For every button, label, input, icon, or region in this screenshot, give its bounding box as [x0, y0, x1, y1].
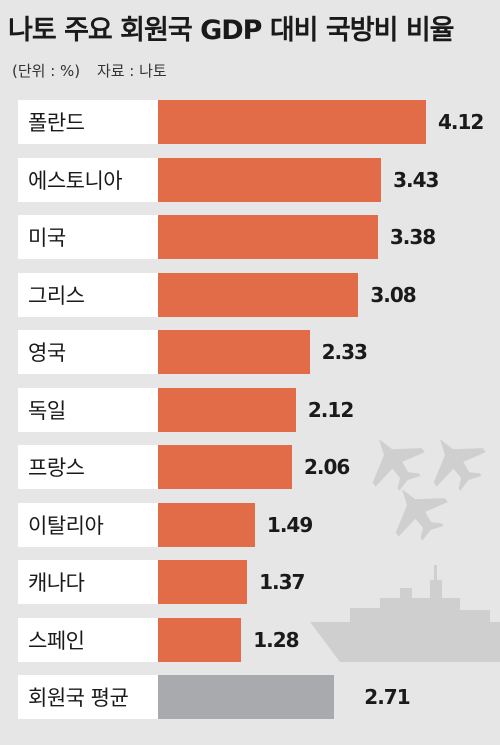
value-label: 3.43 — [393, 167, 439, 192]
unit-label: (단위 : %) — [12, 62, 81, 80]
data-bar — [158, 157, 382, 202]
country-row: 독일 2.12 — [0, 387, 500, 432]
category-label: 폴란드 — [18, 100, 158, 144]
average-row: 회원국 평균 2.71 — [0, 675, 500, 719]
value-label: 3.38 — [389, 225, 436, 249]
category-label: 스페인 — [18, 617, 158, 662]
data-bar — [158, 502, 255, 547]
source-label: 자료 : 나토 — [96, 62, 167, 80]
category-label: 그리스 — [18, 272, 158, 317]
fighter-jet-icon — [372, 439, 425, 491]
country-row: 에스토니아 3.43 — [0, 157, 500, 202]
data-bar — [158, 560, 248, 604]
data-bar — [158, 387, 296, 432]
value-label: 2.71 — [364, 685, 410, 709]
data-bar — [158, 330, 310, 374]
category-label: 회원국 평균 — [18, 675, 158, 719]
country-row: 미국 3.38 — [0, 215, 500, 259]
value-label: 1.37 — [259, 570, 305, 594]
country-row: 이탈리아 1.49 — [0, 502, 500, 547]
value-label: 2.33 — [321, 340, 368, 364]
country-row: 그리스 3.08 — [0, 272, 500, 317]
chart-subtitle: (단위 : %) 자료 : 나토 — [12, 60, 179, 81]
country-row: 프랑스 2.06 — [0, 445, 500, 489]
chart-title: 나토 주요 회원국 GDP 대비 국방비 비율 — [8, 15, 455, 46]
average-bar — [158, 675, 335, 719]
value-label: 1.28 — [253, 627, 299, 652]
value-label: 4.12 — [438, 110, 484, 134]
data-bar — [158, 100, 426, 144]
category-label: 프랑스 — [18, 445, 158, 489]
value-label: 2.06 — [304, 455, 350, 479]
country-row: 영국 2.33 — [0, 330, 500, 374]
warship-icon — [310, 565, 500, 662]
country-row: 캐나다 1.37 — [0, 560, 500, 604]
fighter-jet-icon — [395, 489, 448, 541]
category-label: 이탈리아 — [18, 502, 158, 547]
category-label: 에스토니아 — [18, 157, 158, 202]
fighter-jet-icon — [433, 439, 486, 491]
value-label: 2.12 — [307, 397, 354, 422]
value-label: 1.49 — [266, 512, 313, 537]
category-label: 캐나다 — [18, 560, 158, 604]
category-label: 독일 — [18, 387, 158, 432]
data-bar — [158, 272, 359, 317]
category-label: 영국 — [18, 330, 158, 374]
data-bar — [158, 617, 242, 662]
category-label: 미국 — [18, 215, 158, 259]
country-row: 스페인 1.28 — [0, 617, 500, 662]
country-row: 폴란드 4.12 — [0, 100, 500, 144]
data-bar — [158, 445, 292, 489]
data-bar — [158, 215, 378, 259]
value-label: 3.08 — [370, 282, 416, 307]
